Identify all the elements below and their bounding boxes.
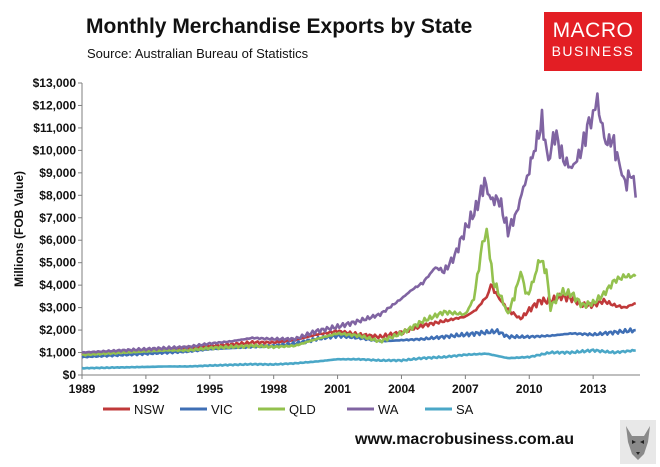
y-tick-label: $0 xyxy=(63,368,77,382)
x-tick-label: 2007 xyxy=(452,382,479,396)
y-tick-label: $5,000 xyxy=(39,256,76,270)
x-tick-label: 2004 xyxy=(388,382,415,396)
legend-label-qld: QLD xyxy=(289,402,316,417)
series-line-sa xyxy=(81,348,636,370)
chart-legend: NSW VIC QLD WA SA xyxy=(103,402,474,417)
y-tick-label: $12,000 xyxy=(33,98,77,112)
legend-label-wa: WA xyxy=(378,402,399,417)
y-tick-label: $8,000 xyxy=(39,188,76,202)
x-tick-label: 2010 xyxy=(516,382,543,396)
x-tick-label: 1992 xyxy=(133,382,160,396)
x-tick-label: 1995 xyxy=(196,382,223,396)
y-tick-label: $7,000 xyxy=(39,211,76,225)
y-tick-label: $13,000 xyxy=(33,76,77,90)
y-axis-title: Millions (FOB Value) xyxy=(12,171,26,287)
series-line-qld xyxy=(81,227,637,357)
chart-source: Source: Australian Bureau of Statistics xyxy=(87,46,309,61)
chart-axes: $0 $1,000 $2,000 $3,000 $4,000 $5,000 $6,000 $7… xyxy=(12,76,640,396)
y-tick-label: $9,000 xyxy=(39,166,76,180)
legend-label-vic: VIC xyxy=(211,402,233,417)
chart-series-lines xyxy=(81,92,637,370)
y-tick-label: $10,000 xyxy=(33,143,77,157)
y-tick-label: $6,000 xyxy=(39,233,76,247)
y-tick-label: $3,000 xyxy=(39,301,76,315)
x-tick-label: 1989 xyxy=(69,382,96,396)
logo-line-2: BUSINESS xyxy=(551,43,635,59)
y-tick-label: $1,000 xyxy=(39,346,76,360)
y-tick-label: $2,000 xyxy=(39,323,76,337)
x-tick-label: 2001 xyxy=(324,382,351,396)
wolf-icon xyxy=(620,420,656,464)
x-tick-label: 1998 xyxy=(260,382,287,396)
legend-label-nsw: NSW xyxy=(134,402,165,417)
y-tick-label: $4,000 xyxy=(39,278,76,292)
x-tick-label: 2013 xyxy=(580,382,607,396)
series-line-wa xyxy=(81,92,637,354)
legend-label-sa: SA xyxy=(456,402,474,417)
macrobusiness-logo: MACRO BUSINESS xyxy=(544,12,642,71)
footer-url: www.macrobusiness.com.au xyxy=(355,431,575,448)
chart-title: Monthly Merchandise Exports by State xyxy=(86,15,473,38)
y-tick-label: $11,000 xyxy=(33,121,76,135)
logo-line-1: MACRO xyxy=(552,19,634,42)
